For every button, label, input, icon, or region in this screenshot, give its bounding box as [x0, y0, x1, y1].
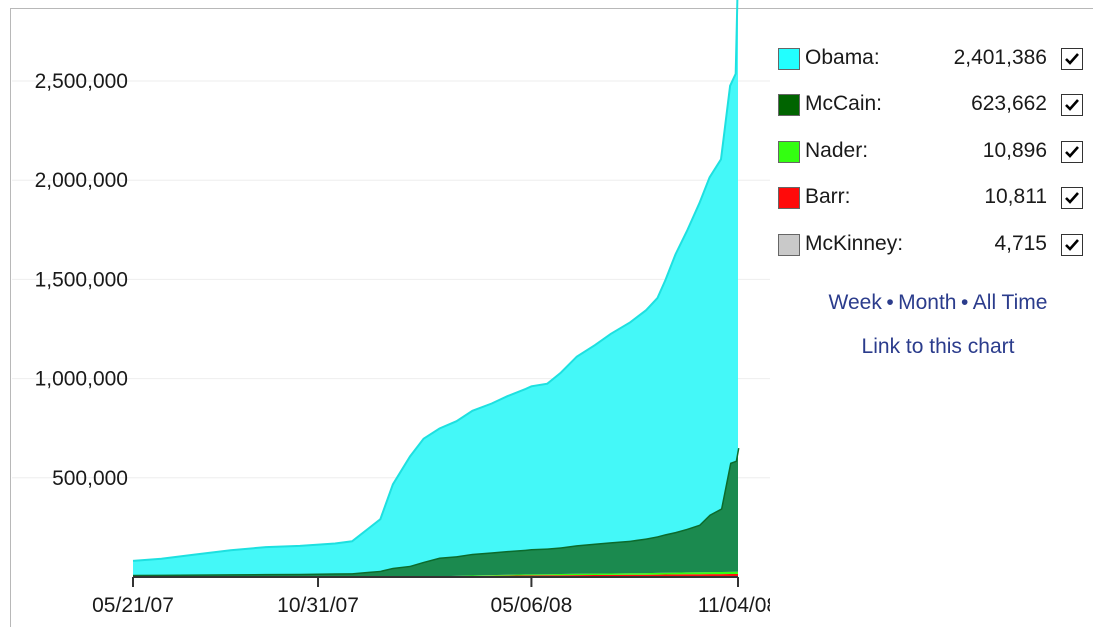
legend-item-obama: Obama: 2,401,386 [778, 43, 1090, 73]
legend-swatch-barr [778, 187, 800, 209]
checkbox-mccain[interactable] [1061, 94, 1083, 116]
legend-value-obama: 2,401,386 [953, 46, 1047, 69]
legend-swatch-mckinney [778, 234, 800, 256]
legend-swatch-mccain [778, 94, 800, 116]
legend-value-nader: 10,896 [982, 139, 1047, 162]
checkbox-mckinney[interactable] [1061, 234, 1083, 256]
checkbox-obama[interactable] [1061, 48, 1083, 70]
legend-label-mckinney: McKinney: [805, 232, 904, 255]
series-area-obama [133, 0, 738, 575]
y-tick-label: 1,500,000 [35, 268, 128, 291]
legend-item-barr: Barr: 10,811 [778, 182, 1090, 212]
legend-value-mccain: 623,662 [971, 92, 1047, 115]
checkmark-icon [1065, 53, 1079, 65]
x-tick-label: 10/31/07 [277, 594, 359, 617]
checkmark-icon [1065, 239, 1079, 251]
legend-label-mccain: McCain: [805, 92, 883, 115]
legend-label-obama: Obama: [805, 46, 880, 69]
separator-dot: • [960, 291, 969, 314]
week-link[interactable]: Week [828, 291, 882, 314]
x-tick-label: 11/04/08 [698, 594, 770, 617]
x-tick-label: 05/06/08 [491, 594, 573, 617]
legend-value-mckinney: 4,715 [994, 232, 1047, 255]
legend-label-barr: Barr: [805, 185, 851, 208]
legend-label-nader: Nader: [805, 139, 869, 162]
legend-item-mccain: McCain: 623,662 [778, 89, 1090, 119]
chart-links: Week • Month • All Time Link to this cha… [778, 288, 1093, 362]
legend-swatch-obama [778, 48, 800, 70]
checkmark-icon [1065, 192, 1079, 204]
legend-value-barr: 10,811 [984, 185, 1047, 208]
link-to-chart-link[interactable]: Link to this chart [861, 335, 1015, 358]
legend-item-mckinney: McKinney: 4,715 [778, 229, 1090, 259]
series-areas [132, 0, 740, 577]
axes [132, 576, 739, 587]
chart-frame [10, 8, 1093, 627]
y-tick-label: 2,500,000 [35, 70, 128, 93]
checkmark-icon [1065, 146, 1079, 158]
y-tick-label: 2,000,000 [35, 169, 128, 192]
y-tick-label: 500,000 [52, 467, 128, 490]
series-line-obama [132, 0, 739, 562]
stacked-area-chart: 500,000 1,000,000 1,500,000 2,000,000 2,500,… [12, 0, 770, 617]
time-range-links: Week • Month • All Time [778, 288, 1093, 318]
x-tick-label: 05/21/07 [92, 594, 174, 617]
checkbox-nader[interactable] [1061, 141, 1083, 163]
month-link[interactable]: Month [898, 291, 957, 314]
checkbox-barr[interactable] [1061, 187, 1083, 209]
legend-swatch-nader [778, 141, 800, 163]
y-tick-label: 1,000,000 [35, 368, 128, 391]
separator-dot: • [886, 291, 894, 314]
checkmark-icon [1065, 99, 1079, 111]
tick-labels: 500,000 1,000,000 1,500,000 2,000,000 2,500,… [35, 70, 770, 617]
series-area-nader [133, 571, 738, 577]
legend-item-nader: Nader: 10,896 [778, 136, 1090, 166]
all-time-link[interactable]: All Time [972, 291, 1048, 314]
